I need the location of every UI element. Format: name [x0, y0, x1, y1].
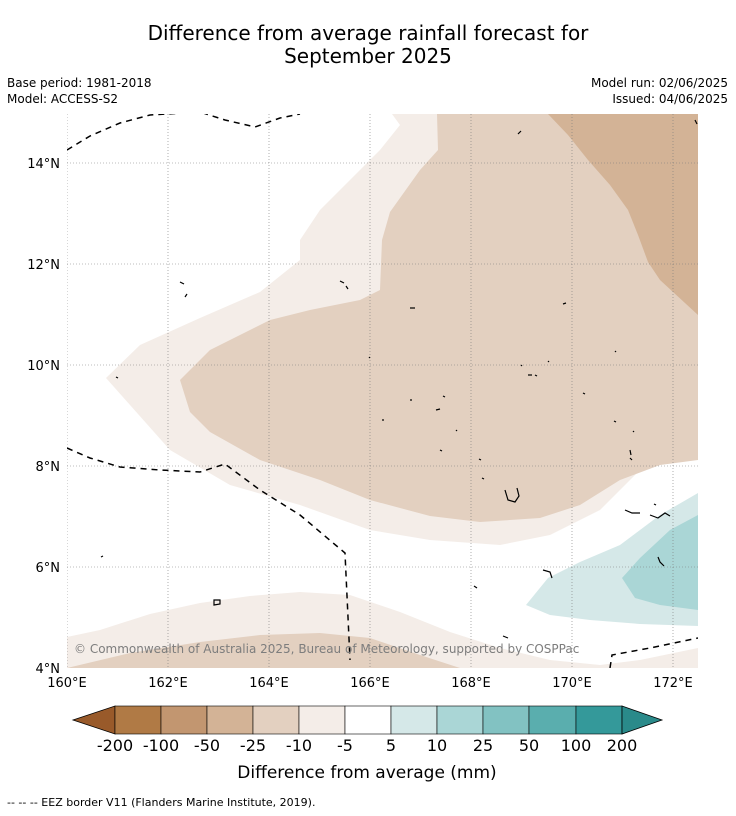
graticule	[67, 114, 698, 668]
colorbar-swatch	[436, 705, 484, 735]
model-name: Model: ACCESS-S2	[7, 92, 119, 106]
eez-border	[67, 114, 698, 668]
lat-tick: 14°N	[27, 157, 60, 172]
colorbar-label: 5	[386, 736, 396, 755]
lon-tick: 162°E	[148, 676, 188, 691]
title-line-1: Difference from average rainfall forecas…	[147, 21, 589, 45]
lon-tick: 164°E	[249, 676, 289, 691]
colorbar-swatch	[528, 705, 577, 735]
lon-tick: 172°E	[653, 676, 693, 691]
meta-left: Base period: 1981-2018 Model: ACCESS-S2	[7, 75, 152, 107]
lon-tick: 166°E	[350, 676, 390, 691]
colorbar-label: -10	[286, 736, 312, 755]
colorbar-label: 100	[561, 736, 592, 755]
lat-tick: 8°N	[36, 460, 61, 475]
colorbar-label: -25	[240, 736, 266, 755]
lon-tick: 170°E	[552, 676, 592, 691]
eez-footnote: -- -- -- EEZ border V11 (Flanders Marine…	[7, 796, 316, 809]
lon-tick: 168°E	[451, 676, 491, 691]
map-title: Difference from average rainfall forecas…	[0, 22, 736, 68]
colorbar-swatch	[114, 705, 162, 735]
islands	[100, 119, 698, 639]
colorbar-swatch	[252, 705, 300, 735]
lat-tick: 6°N	[36, 561, 61, 576]
title-line-2: September 2025	[284, 44, 452, 68]
colorbar-swatch	[575, 705, 623, 735]
colorbar-label: -5	[337, 736, 353, 755]
anomaly-band-tan	[180, 114, 698, 522]
colorbar-swatch	[390, 705, 438, 735]
anomaly-band-brown	[548, 114, 698, 315]
colorbar: -200 -100 -50 -25 -10 -5 5 10 25 50 100 200	[71, 705, 664, 755]
colorbar-label: 10	[427, 736, 447, 755]
colorbar-title: Difference from average (mm)	[237, 763, 496, 783]
lat-tick: 12°N	[27, 258, 60, 273]
colorbar-swatch	[298, 705, 346, 735]
lon-tick: 160°E	[47, 676, 87, 691]
anomaly-band-tan-south	[67, 633, 460, 668]
colorbar-label: 200	[607, 736, 638, 755]
issued-date: Issued: 04/06/2025	[612, 92, 728, 106]
colorbar-label: -100	[143, 736, 179, 755]
colorbar-swatch	[344, 705, 392, 735]
map-area: © Commonwealth of Australia 2025, Bureau…	[67, 114, 698, 668]
colorbar-swatch	[206, 705, 254, 735]
colorbar-arrow-min	[71, 705, 116, 735]
colorbar-swatch	[482, 705, 530, 735]
base-period: Base period: 1981-2018	[7, 76, 152, 90]
copyright-text: © Commonwealth of Australia 2025, Bureau…	[74, 642, 579, 656]
colorbar-label: -200	[97, 736, 133, 755]
lat-axis: 14°N 12°N 10°N 8°N 6°N 4°N	[27, 157, 60, 677]
lon-axis: 160°E 162°E 164°E 166°E 168°E 170°E 172°…	[47, 676, 693, 691]
colorbar-arrow-max	[621, 705, 664, 735]
colorbar-label: -50	[194, 736, 220, 755]
colorbar-swatch	[160, 705, 208, 735]
meta-right: Model run: 02/06/2025 Issued: 04/06/2025	[591, 75, 728, 107]
model-run: Model run: 02/06/2025	[590, 76, 728, 90]
lat-tick: 10°N	[27, 359, 60, 374]
colorbar-label: 50	[519, 736, 539, 755]
lat-tick: 4°N	[36, 662, 61, 677]
colorbar-label: 25	[473, 736, 493, 755]
